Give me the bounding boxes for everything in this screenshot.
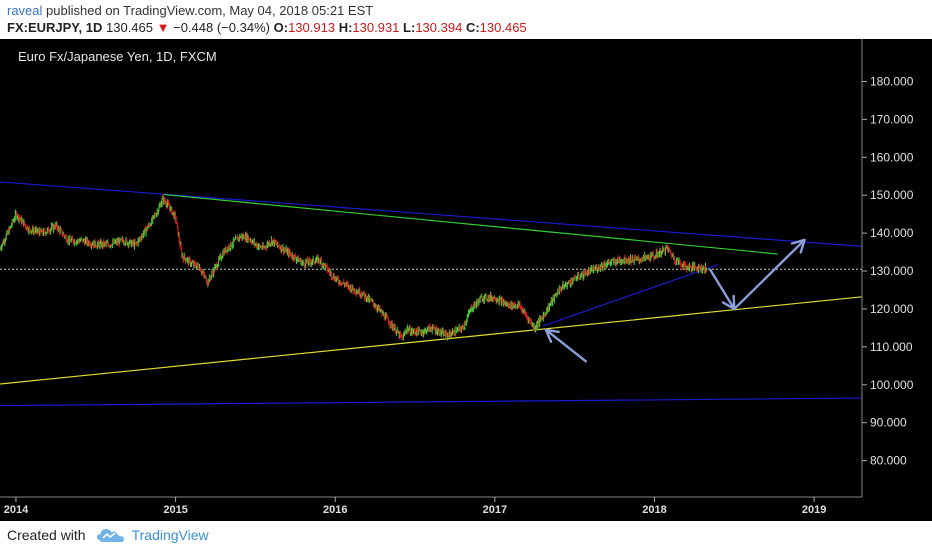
price-change: −0.448 (−0.34%) bbox=[173, 20, 270, 35]
high-label: H: bbox=[338, 20, 353, 35]
symbol-label: FX:EURJPY, 1D bbox=[7, 20, 103, 35]
annotation-arrow[interactable] bbox=[544, 328, 588, 363]
x-tick-label: 2014 bbox=[4, 504, 29, 516]
close-label: C: bbox=[465, 20, 480, 35]
blue-trendline[interactable] bbox=[0, 397, 863, 407]
symbol-info-bar: FX:EURJPY, 1D 130.465 ▼ −0.448 (−0.34%) … bbox=[7, 19, 527, 36]
series-layer bbox=[0, 193, 708, 341]
axis-layer: 80.000 90.000 100.000 110.000 120.000 130.000… bbox=[0, 39, 914, 516]
y-tick-label: 160.000 bbox=[870, 150, 914, 164]
chart-title: Euro Fx/Japanese Yen, 1D, FXCM bbox=[18, 49, 217, 64]
x-tick-label: 2018 bbox=[642, 504, 666, 516]
y-tick-label: 90.000 bbox=[870, 416, 907, 430]
x-tick-label: 2015 bbox=[163, 504, 187, 516]
y-tick-label: 170.000 bbox=[870, 112, 914, 126]
y-tick-label: 130.000 bbox=[870, 264, 914, 278]
trendline-layer bbox=[0, 181, 863, 407]
created-with-text: Created with bbox=[7, 527, 86, 543]
x-tick-label: 2019 bbox=[802, 504, 826, 516]
y-tick-label: 180.000 bbox=[870, 74, 914, 88]
y-tick-label: 100.000 bbox=[870, 378, 914, 392]
chart-container[interactable]: Euro Fx/Japanese Yen, 1D, FXCM 80.000 90.… bbox=[0, 39, 932, 521]
y-tick-label: 120.000 bbox=[870, 302, 914, 316]
published-text: published on TradingView.com, May 04, 20… bbox=[46, 3, 374, 18]
y-tick-label: 140.000 bbox=[870, 226, 914, 240]
author-link[interactable]: raveal bbox=[7, 3, 43, 18]
footer: Created with TradingView bbox=[7, 523, 209, 547]
y-tick-label: 80.000 bbox=[870, 454, 907, 468]
tradingview-cloud-icon bbox=[96, 529, 124, 542]
low-value: 130.394 bbox=[415, 20, 463, 35]
tradingview-brand-link[interactable]: TradingView bbox=[131, 527, 209, 543]
open-value: 130.913 bbox=[288, 20, 336, 35]
low-label: L: bbox=[403, 20, 416, 35]
down-triangle-icon: ▼ bbox=[156, 20, 170, 35]
last-price: 130.465 bbox=[106, 20, 153, 35]
arrow-layer bbox=[544, 238, 806, 363]
y-tick-label: 110.000 bbox=[870, 340, 913, 354]
yellow-trendline[interactable] bbox=[0, 296, 863, 385]
x-tick-label: 2017 bbox=[483, 504, 507, 516]
close-value: 130.465 bbox=[479, 20, 527, 35]
y-tick-label: 150.000 bbox=[870, 188, 914, 202]
open-label: O: bbox=[273, 20, 289, 35]
annotation-arrow[interactable] bbox=[733, 238, 806, 311]
high-value: 130.931 bbox=[352, 20, 400, 35]
x-tick-label: 2016 bbox=[323, 504, 347, 516]
chart-background bbox=[0, 39, 932, 521]
blue-trendline[interactable] bbox=[0, 181, 863, 247]
green-trendline[interactable] bbox=[162, 193, 778, 255]
blue-trendline[interactable] bbox=[542, 264, 719, 327]
price-chart[interactable]: Euro Fx/Japanese Yen, 1D, FXCM 80.000 90.… bbox=[0, 39, 932, 521]
publish-info: raveal published on TradingView.com, May… bbox=[7, 2, 373, 19]
